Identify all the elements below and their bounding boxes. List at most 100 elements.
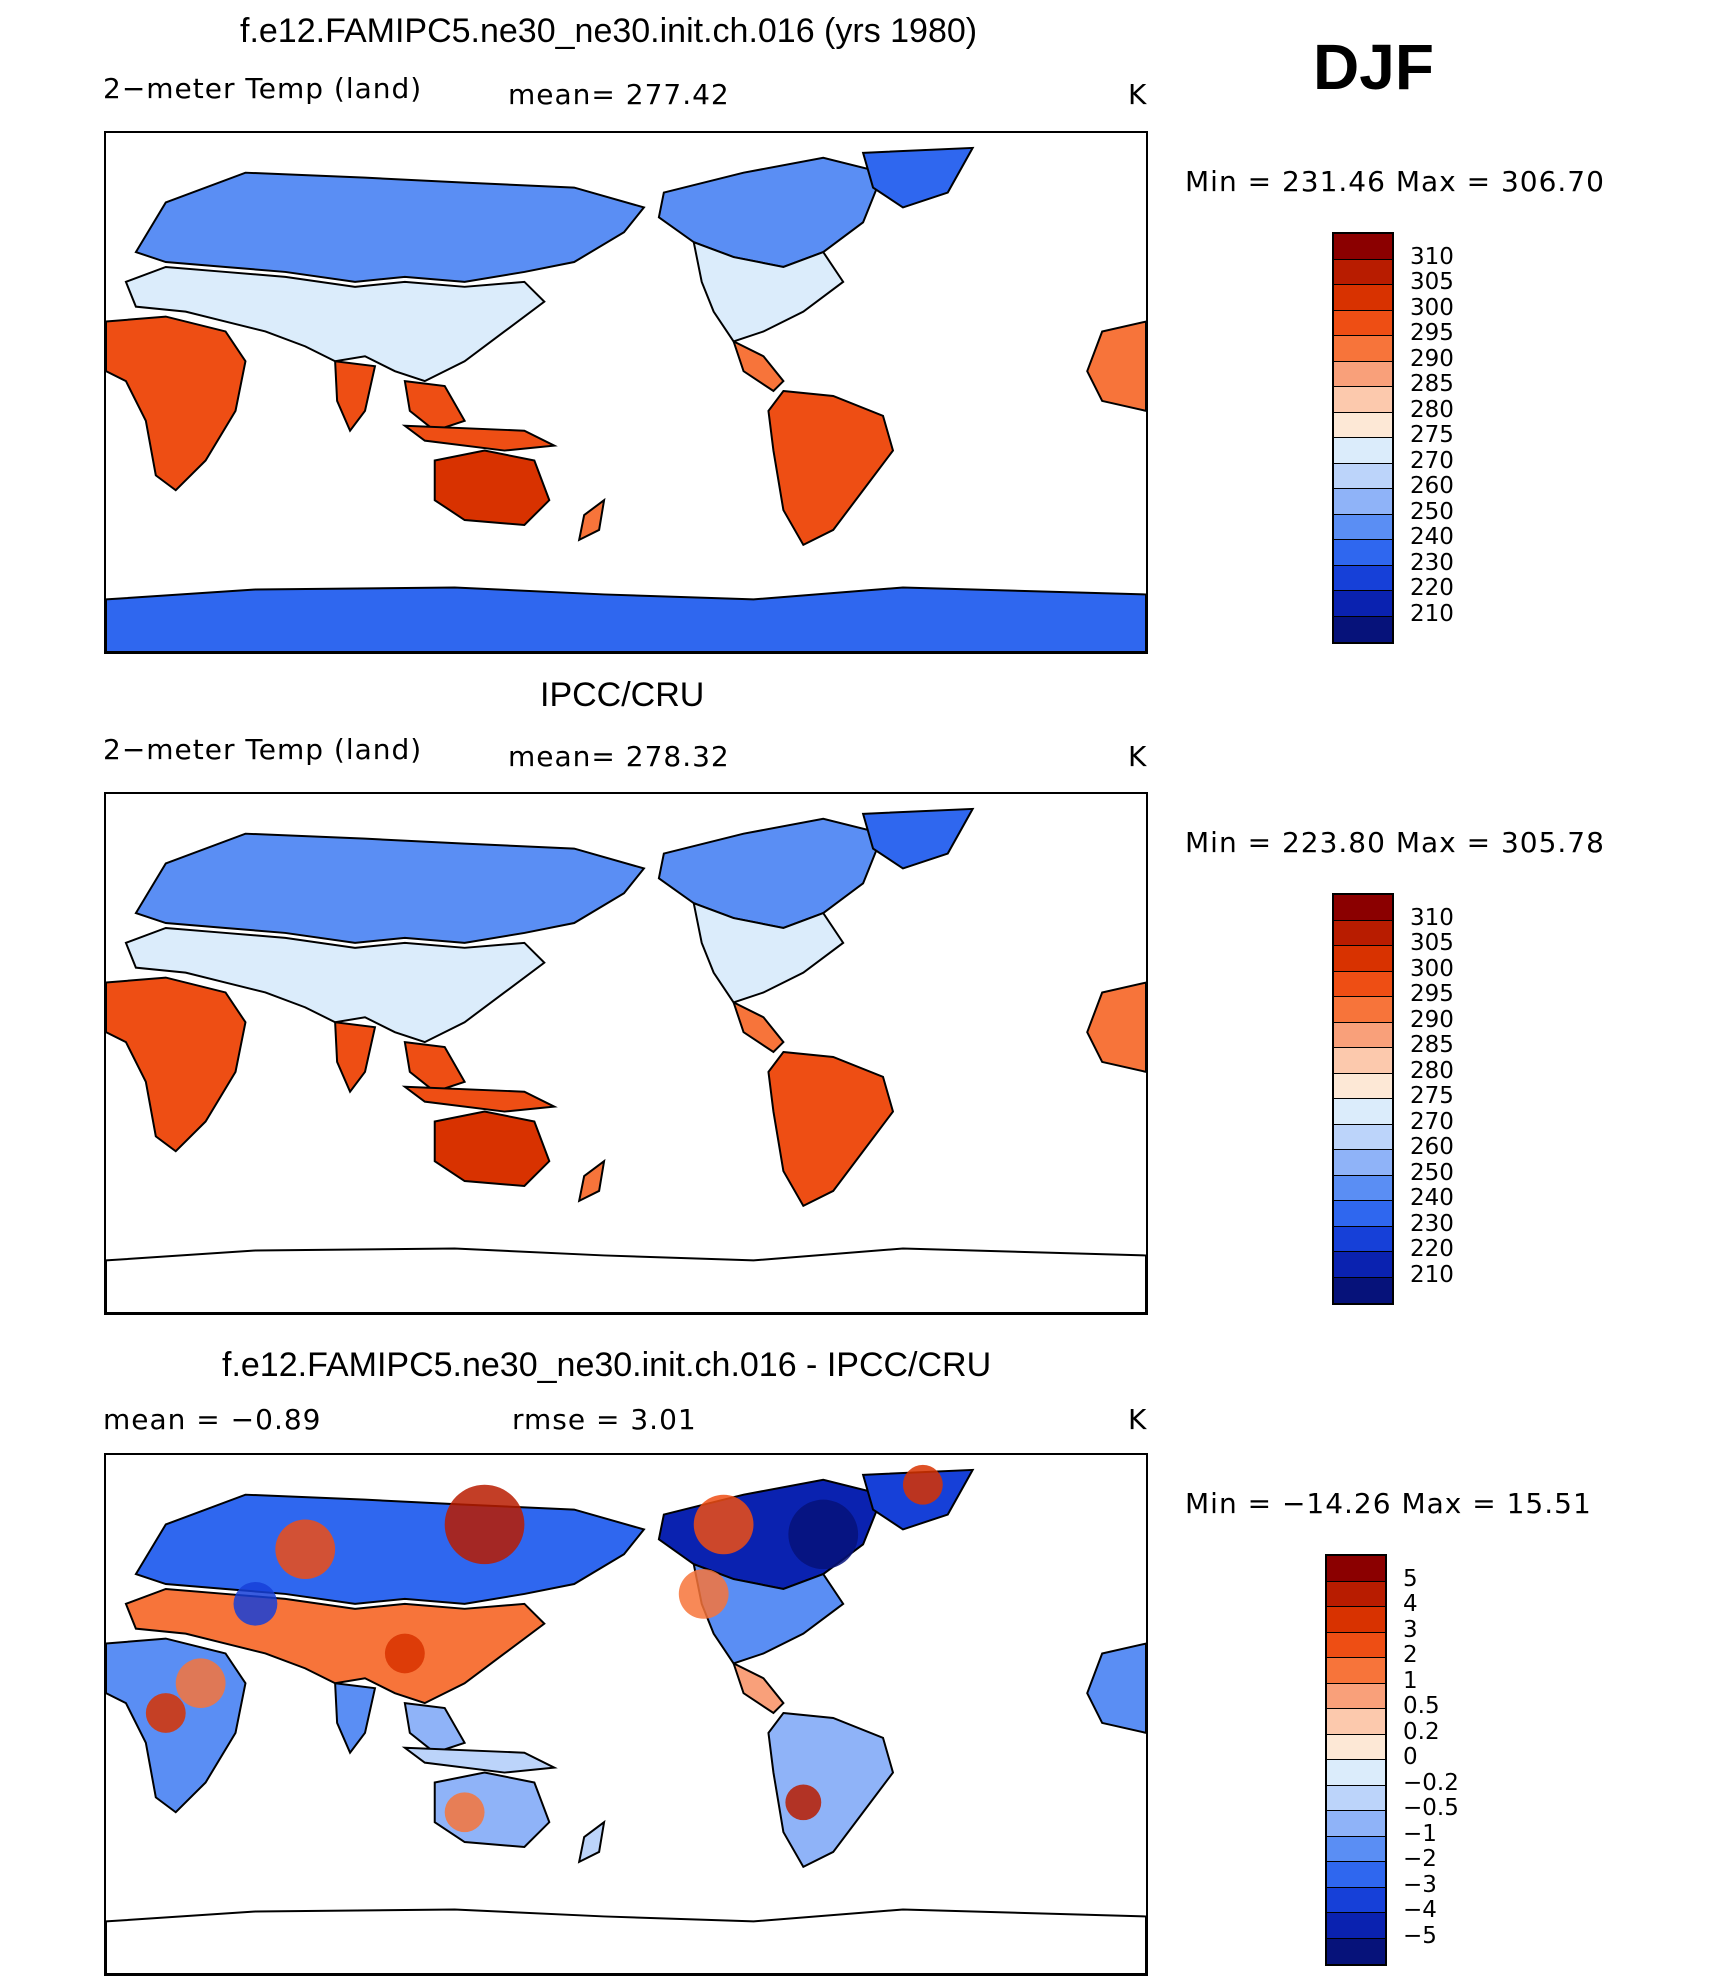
colorbar-swatch [1334,1252,1392,1278]
land-region [403,379,467,432]
colorbar-tick-label: 1 [1403,1667,1418,1694]
colorbar-tick-label: −0.5 [1403,1795,1459,1821]
anomaly-blotch [175,1658,226,1709]
land-region [767,1050,895,1208]
colorbar-swatch [1327,1734,1385,1760]
colorbar-tick-label: 2 [1403,1642,1418,1668]
colorbar-tick-label: 4 [1403,1591,1418,1617]
land-region [861,146,975,209]
colorbar-tick-label: 270 [1410,1108,1454,1135]
colorbar-tick-label: 305 [1410,269,1454,295]
colorbar-swatch [1334,920,1392,946]
colorbar-tick-label: 290 [1410,345,1454,372]
panel2-units-label: K [1128,740,1148,773]
colorbar-swatch [1334,387,1392,413]
colorbar-tick-label: 310 [1410,243,1454,270]
panel3-rmse-label: rmse = 3.01 [512,1403,697,1436]
colorbar-swatch [1334,1201,1392,1227]
land-region [767,1711,895,1869]
colorbar-tick-label: −1 [1403,1820,1437,1847]
colorbar-tick-label: −2 [1403,1846,1437,1872]
land-region [692,1562,845,1665]
land-region [403,1701,467,1754]
colorbar-tick-label: 300 [1410,955,1454,982]
panel2-mean-label: mean= 278.32 [508,740,730,773]
land-region [106,1908,1146,1974]
land-region [334,1682,377,1755]
colorbar-swatch [1334,438,1392,464]
panel3-map [104,1453,1148,1976]
colorbar-swatch [1327,1632,1385,1658]
land-region [657,156,885,268]
anomaly-blotch [233,1582,278,1626]
anomaly-blotch [678,1569,729,1619]
colorbar-swatch [1334,1150,1392,1176]
colorbar-swatch [1327,1760,1385,1786]
colorbar-tick-label: 260 [1410,1134,1454,1160]
colorbar-swatch [1334,1226,1392,1252]
colorbar-swatch [1327,1836,1385,1862]
colorbar-swatch [1334,412,1392,438]
land-region [433,1110,551,1188]
colorbar-swatch [1334,514,1392,540]
land-region [1086,981,1146,1073]
colorbar-tick-label: 295 [1410,981,1454,1007]
colorbar-swatch [1334,971,1392,997]
colorbar-swatch [1334,946,1392,972]
colorbar-swatch [1327,1811,1385,1837]
land-region [731,339,785,393]
land-region [134,171,646,283]
anomaly-blotch [444,1484,525,1565]
colorbar-swatch [1334,997,1392,1023]
colorbar-swatch [1334,1124,1392,1150]
anomaly-blotch [788,1499,859,1570]
colorbar-swatch [1334,1073,1392,1099]
land-region [334,360,377,433]
land-region [731,1000,785,1054]
colorbar-tick-label: 300 [1410,294,1454,321]
panel1-title: f.e12.FAMIPC5.ne30_ne30.init.ch.016 (yrs… [240,12,978,50]
colorbar-tick-label: 280 [1410,396,1454,423]
colorbar-tick-label: 210 [1410,1261,1454,1288]
land-region [124,926,546,1044]
colorbar-swatch [1334,540,1392,566]
colorbar-swatch [1334,616,1392,642]
panel2-map [104,792,1148,1315]
colorbar-swatch [1327,1862,1385,1888]
panel3-colorbar [1325,1554,1387,1966]
colorbar-tick-label: −5 [1403,1922,1437,1949]
panel2-title: IPCC/CRU [540,676,705,714]
colorbar-swatch [1327,1556,1385,1582]
colorbar-swatch [1334,259,1392,285]
colorbar-swatch [1334,234,1392,260]
land-region [577,1819,606,1864]
land-region [767,389,895,547]
colorbar-tick-label: 0 [1403,1744,1418,1770]
colorbar-swatch [1327,1581,1385,1607]
land-region [1086,320,1146,412]
colorbar-tick-label: 285 [1410,371,1454,397]
colorbar-tick-label: 280 [1410,1057,1454,1084]
colorbar-swatch [1334,1277,1392,1303]
colorbar-tick-label: 305 [1410,930,1454,956]
land-region [692,901,845,1004]
colorbar-tick-label: −4 [1403,1897,1437,1923]
colorbar-tick-label: 220 [1410,1236,1454,1262]
land-region [106,586,1146,652]
colorbar-tick-label: 270 [1410,447,1454,474]
colorbar-swatch [1327,1658,1385,1684]
panel2-minmax: Min = 223.80 Max = 305.78 [1185,826,1605,859]
anomaly-blotch [444,1792,485,1833]
land-region [692,240,845,343]
colorbar-swatch [1327,1913,1385,1939]
colorbar-tick-label: 240 [1410,524,1454,550]
panel1-colorbar [1332,232,1394,644]
colorbar-tick-label: 5 [1403,1565,1418,1592]
colorbar-swatch [1334,361,1392,387]
anomaly-blotch [785,1784,822,1821]
colorbar-tick-label: 295 [1410,320,1454,346]
colorbar-tick-label: 285 [1410,1032,1454,1058]
land-region [401,1085,558,1113]
colorbar-swatch [1327,1938,1385,1964]
land-region [577,1158,606,1203]
